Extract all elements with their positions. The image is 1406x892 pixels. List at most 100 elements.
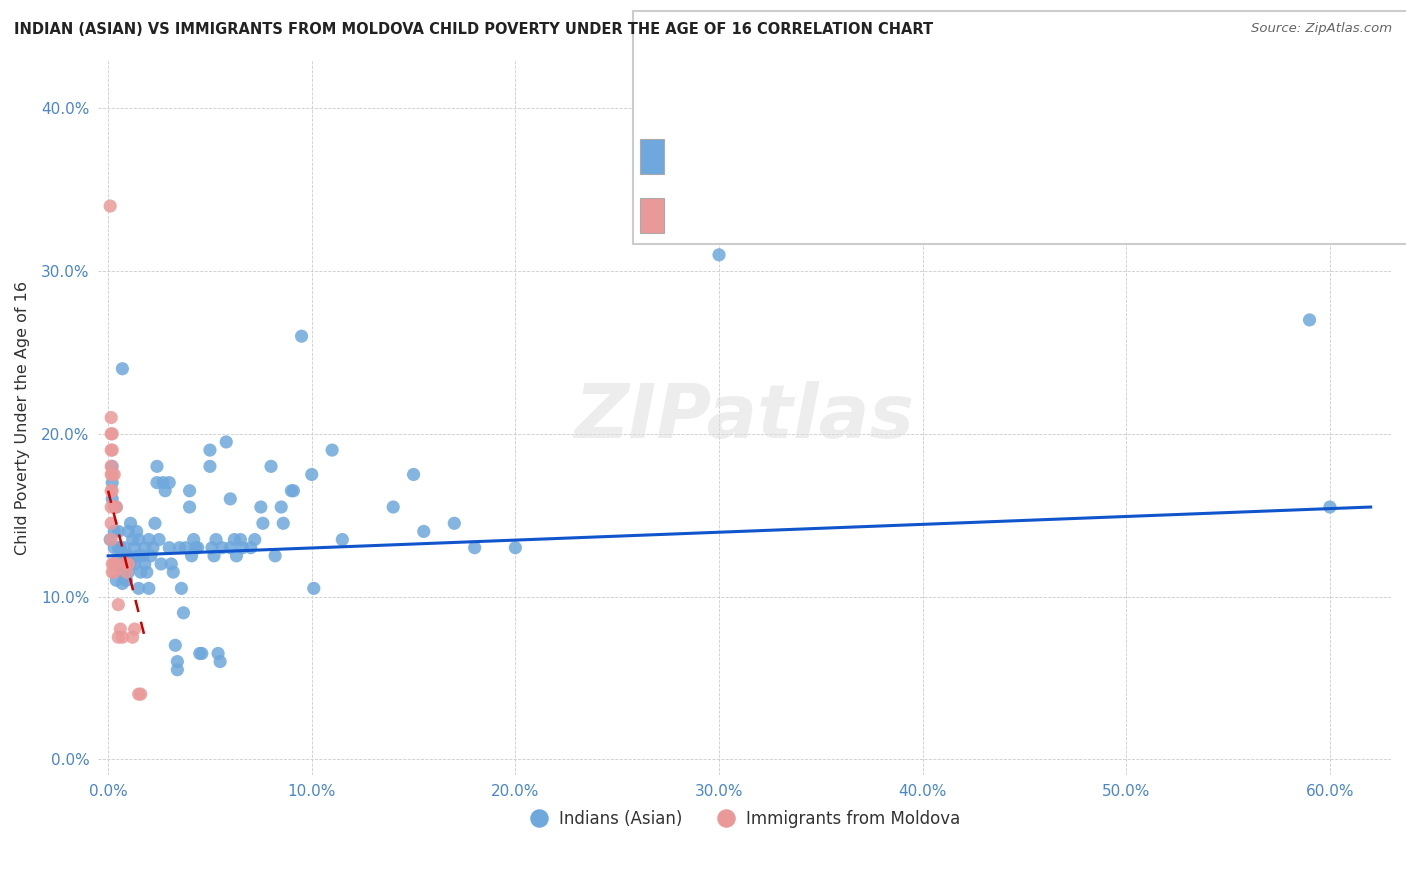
Point <box>150 557 173 571</box>
Y-axis label: Child Poverty Under the Age of 16: Child Poverty Under the Age of 16 <box>15 281 30 555</box>
Point <box>105 500 128 514</box>
Text: 0.112: 0.112 <box>731 148 779 166</box>
Point <box>215 434 238 449</box>
Text: R =: R = <box>673 206 704 224</box>
Point <box>110 622 132 636</box>
Point <box>105 573 128 587</box>
Point <box>100 426 122 441</box>
Point <box>142 541 165 555</box>
Point <box>166 655 188 669</box>
Point <box>402 467 425 482</box>
Point <box>128 582 150 596</box>
Text: -0.245: -0.245 <box>718 206 772 224</box>
Point <box>115 573 138 587</box>
Point <box>179 500 201 514</box>
Point <box>243 533 266 547</box>
Point <box>101 443 124 458</box>
Bar <box>640 139 664 174</box>
Point <box>170 582 193 596</box>
Point <box>201 541 224 555</box>
Point <box>100 410 122 425</box>
Point <box>191 647 214 661</box>
Point <box>225 549 247 563</box>
Point <box>105 557 128 571</box>
Point <box>111 361 134 376</box>
Point <box>139 549 162 563</box>
Point <box>138 582 160 596</box>
Point <box>101 483 124 498</box>
Point <box>1298 313 1320 327</box>
Text: N =: N = <box>801 206 832 224</box>
Text: ZIPatlas: ZIPatlas <box>575 381 914 454</box>
Point <box>101 426 124 441</box>
Point <box>129 565 152 579</box>
Point <box>121 630 143 644</box>
Point <box>128 687 150 701</box>
Point <box>157 475 180 490</box>
Point <box>270 500 292 514</box>
Point <box>112 541 135 555</box>
Text: 107: 107 <box>853 148 884 166</box>
Point <box>146 475 169 490</box>
Point <box>135 565 157 579</box>
Point <box>157 541 180 555</box>
Point <box>264 549 287 563</box>
Point <box>166 663 188 677</box>
Point <box>120 557 142 571</box>
Point <box>100 443 122 458</box>
Point <box>115 565 138 579</box>
Text: Source: ZipAtlas.com: Source: ZipAtlas.com <box>1251 22 1392 36</box>
Text: 34: 34 <box>853 206 875 224</box>
Point <box>107 630 129 644</box>
Point <box>412 524 434 539</box>
Point <box>107 524 129 539</box>
Point <box>98 199 121 213</box>
Point <box>239 541 262 555</box>
Point <box>138 533 160 547</box>
Point <box>252 516 274 531</box>
Point <box>260 459 283 474</box>
Point <box>115 549 138 563</box>
Point <box>443 516 465 531</box>
Point <box>121 533 143 547</box>
Point <box>105 500 128 514</box>
Point <box>124 622 146 636</box>
Point <box>110 541 132 555</box>
Point <box>169 541 191 555</box>
Point <box>382 500 405 514</box>
Point <box>209 655 232 669</box>
Point <box>207 647 229 661</box>
Point <box>134 541 156 555</box>
Point <box>205 533 228 547</box>
Point <box>124 557 146 571</box>
Point <box>505 541 527 555</box>
Point <box>280 483 302 498</box>
Point <box>184 541 207 555</box>
Point <box>120 516 142 531</box>
Point <box>101 475 124 490</box>
Point <box>117 524 139 539</box>
Point <box>250 500 273 514</box>
Point <box>101 491 124 506</box>
Point <box>707 248 730 262</box>
Point <box>117 549 139 563</box>
Point <box>129 687 152 701</box>
Point <box>111 630 134 644</box>
Point <box>160 557 183 571</box>
Point <box>100 459 122 474</box>
Point <box>103 565 125 579</box>
Point <box>100 500 122 514</box>
Point <box>100 483 122 498</box>
Point <box>103 557 125 571</box>
Point <box>101 459 124 474</box>
Point <box>103 557 125 571</box>
Point <box>219 491 242 506</box>
Point <box>180 549 202 563</box>
Point <box>100 533 122 547</box>
Point <box>103 500 125 514</box>
Point <box>111 549 134 563</box>
Point <box>172 606 194 620</box>
Point <box>117 565 139 579</box>
Point <box>283 483 305 498</box>
Point <box>146 459 169 474</box>
